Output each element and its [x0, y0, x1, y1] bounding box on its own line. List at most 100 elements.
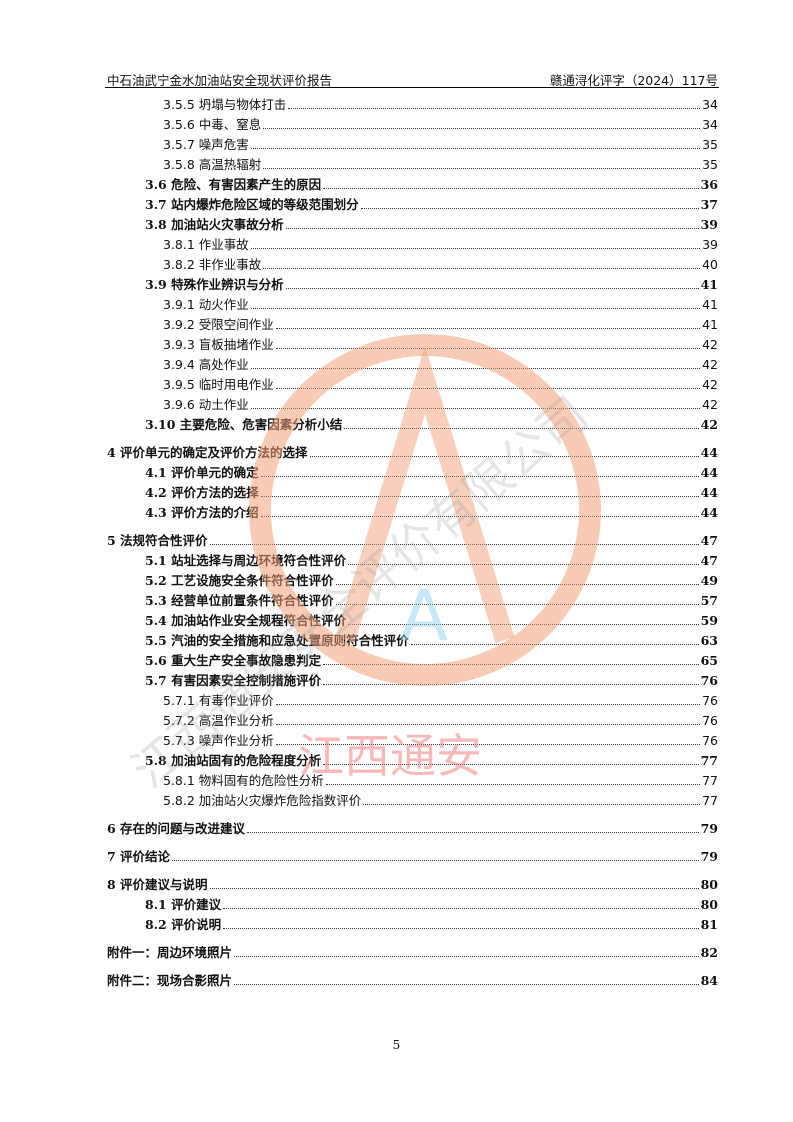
toc-entry[interactable]: 5.5 汽油的安全措施和应急处置原则符合性评价 63: [0, 629, 718, 649]
toc-entry[interactable]: 8.1 评价建议 80: [0, 893, 718, 913]
toc-entry-page: 41: [702, 297, 718, 312]
toc-entry-title: 8.2 评价说明: [145, 917, 222, 932]
toc-leader-dots: [288, 108, 701, 109]
toc-leader-dots: [348, 564, 699, 565]
toc-entry[interactable]: 5.8 加油站固有的危险程度分析 77: [0, 749, 718, 769]
toc-entry[interactable]: 3.9 特殊作业辨识与分析 41: [0, 273, 718, 293]
toc-entry-page: 80: [700, 897, 718, 912]
toc-entry[interactable]: 5.8.1 物料固有的危险性分析 77: [0, 769, 718, 789]
toc-entry[interactable]: 8.2 评价说明 81: [0, 913, 718, 933]
toc-entry[interactable]: 3.8.2 非作业事故 40: [0, 253, 718, 273]
toc-entry[interactable]: 4.2 评价方法的选择 44: [0, 481, 718, 501]
toc-entry-page: 41: [700, 277, 718, 292]
toc-entry[interactable]: 5.7.2 高温作业分析 76: [0, 709, 718, 729]
toc-entry-title: 3.9.6 动土作业: [163, 397, 249, 412]
toc-leader-dots: [172, 860, 699, 861]
toc-entry-title: 5.4 加油站作业安全规程符合性评价: [145, 613, 347, 628]
toc-leader-dots: [263, 128, 701, 129]
toc-leader-dots: [285, 228, 699, 229]
toc-entry[interactable]: 3.9.6 动土作业 42: [0, 393, 718, 413]
toc-leader-dots: [275, 388, 701, 389]
toc-leader-dots: [410, 644, 699, 645]
toc-entry[interactable]: 3.9.1 动火作业 41: [0, 293, 718, 313]
toc-entry-page: 34: [702, 117, 718, 132]
toc-entry-title: 5.7 有害因素安全控制措施评价: [145, 673, 322, 688]
toc-entry-title: 附件一：周边环境照片: [107, 945, 233, 960]
toc-entry[interactable]: 附件一：周边环境照片 82: [0, 941, 718, 961]
toc-entry-title: 5.7.2 高温作业分析: [163, 713, 274, 728]
toc-entry-title: 7 评价结论: [107, 849, 171, 864]
toc-entry-title: 3.5.6 中毒、窒息: [163, 117, 262, 132]
toc-entry[interactable]: 3.7 站内爆炸危险区域的等级范围划分 37: [0, 193, 718, 213]
toc-entry[interactable]: 8 评价建议与说明 80: [0, 873, 718, 893]
toc-entry[interactable]: 5 法规符合性评价 47: [0, 529, 718, 549]
toc-entry-page: 76: [702, 733, 718, 748]
toc-entry[interactable]: 3.10 主要危险、危害因素分析小结 42: [0, 413, 718, 433]
toc-entry[interactable]: 3.5.7 噪声危害 35: [0, 133, 718, 153]
toc-entry-title: 5.8.2 加油站火灾爆炸危险指数评价: [163, 793, 362, 808]
toc-entry-page: 44: [700, 465, 718, 480]
toc-leader-dots: [250, 308, 701, 309]
toc-entry-title: 6 存在的问题与改进建议: [107, 821, 246, 836]
toc-leader-dots: [263, 268, 701, 269]
toc-leader-dots: [260, 516, 699, 517]
toc-leader-dots: [250, 248, 701, 249]
toc-entry-title: 3.8 加油站火灾事故分析: [145, 217, 284, 232]
toc-entry-title: 3.9.2 受限空间作业: [163, 317, 274, 332]
toc-leader-dots: [247, 832, 699, 833]
toc-entry[interactable]: 6 存在的问题与改进建议 79: [0, 817, 718, 837]
toc-leader-dots: [260, 476, 699, 477]
toc-entry-page: 41: [702, 317, 718, 332]
toc-leader-dots: [363, 804, 701, 805]
toc-entry[interactable]: 3.5.8 高温热辐射 35: [0, 153, 718, 173]
toc-entry[interactable]: 3.9.5 临时用电作业 42: [0, 373, 718, 393]
toc-entry[interactable]: 3.5.6 中毒、窒息 34: [0, 113, 718, 133]
toc-entry[interactable]: 5.7.1 有毒作业评价 76: [0, 689, 718, 709]
toc-entry[interactable]: 5.1 站址选择与周边环境符合性评价 47: [0, 549, 718, 569]
toc-leader-dots: [323, 764, 699, 765]
toc-entry[interactable]: 3.8 加油站火灾事故分析 39: [0, 213, 718, 233]
toc-entry-title: 3.7 站内爆炸危险区域的等级范围划分: [145, 197, 359, 212]
toc-entry-title: 5.8.1 物料固有的危险性分析: [163, 773, 324, 788]
toc-entry-page: 77: [702, 773, 718, 788]
toc-entry[interactable]: 5.7.3 噪声作业分析 76: [0, 729, 718, 749]
toc-entry[interactable]: 5.3 经营单位前置条件符合性评价 57: [0, 589, 718, 609]
toc-entry[interactable]: 3.9.4 高处作业 42: [0, 353, 718, 373]
toc-entry-page: 79: [700, 821, 718, 836]
toc-leader-dots: [335, 584, 699, 585]
toc-entry[interactable]: 4 评价单元的确定及评价方法的选择 44: [0, 441, 718, 461]
toc-leader-dots: [275, 724, 701, 725]
toc-entry-page: 59: [700, 613, 718, 628]
toc-entry-title: 4.3 评价方法的介绍: [145, 505, 259, 520]
toc-entry[interactable]: 3.5.5 坍塌与物体打击 34: [0, 93, 718, 113]
toc-entry[interactable]: 3.9.2 受限空间作业 41: [0, 313, 718, 333]
toc-entry[interactable]: 4.1 评价单元的确定 44: [0, 461, 718, 481]
toc-entry[interactable]: 3.9.3 盲板抽堵作业 42: [0, 333, 718, 353]
toc-entry[interactable]: 5.7 有害因素安全控制措施评价 76: [0, 669, 718, 689]
toc-leader-dots: [260, 496, 699, 497]
toc-entry[interactable]: 5.8.2 加油站火灾爆炸危险指数评价 77: [0, 789, 718, 809]
toc-entry-page: 81: [700, 917, 718, 932]
toc-entry-title: 3.5.5 坍塌与物体打击: [163, 97, 287, 112]
toc-leader-dots: [323, 664, 699, 665]
toc-entry[interactable]: 5.4 加油站作业安全规程符合性评价 59: [0, 609, 718, 629]
toc-entry[interactable]: 7 评价结论 79: [0, 845, 718, 865]
toc-entry[interactable]: 5.6 重大生产安全事故隐患判定 65: [0, 649, 718, 669]
toc-leader-dots: [348, 624, 699, 625]
toc-entry-title: 4.2 评价方法的选择: [145, 485, 259, 500]
toc-entry[interactable]: 5.2 工艺设施安全条件符合性评价 49: [0, 569, 718, 589]
toc-entry[interactable]: 3.8.1 作业事故 39: [0, 233, 718, 253]
toc-entry-page: 36: [700, 177, 718, 192]
toc-leader-dots: [309, 456, 699, 457]
toc-entry-title: 5.7.1 有毒作业评价: [163, 693, 274, 708]
toc-entry-title: 8 评价建议与说明: [107, 877, 208, 892]
toc-entry[interactable]: 4.3 评价方法的介绍 44: [0, 501, 718, 521]
toc-entry[interactable]: 3.6 危险、有害因素产生的原因 36: [0, 173, 718, 193]
toc-leader-dots: [323, 188, 699, 189]
toc-entry-page: 47: [700, 533, 718, 548]
toc-entry-page: 35: [702, 157, 718, 172]
toc-entry[interactable]: 附件二：现场合影照片 84: [0, 969, 718, 989]
toc-leader-dots: [344, 428, 699, 429]
toc-leader-dots: [234, 956, 699, 957]
